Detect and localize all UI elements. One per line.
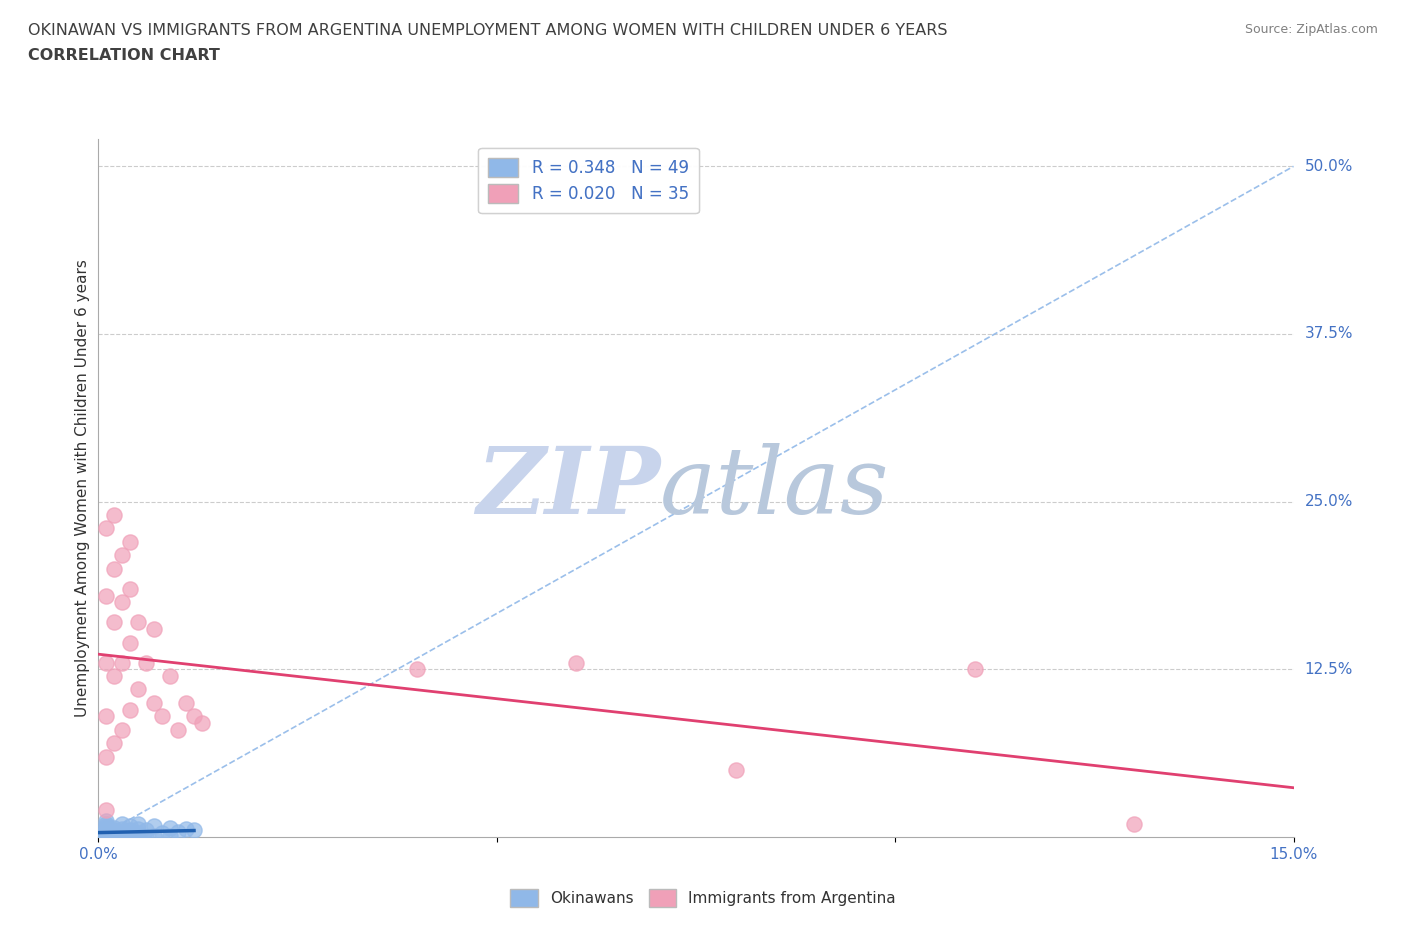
Point (150, 826, 173, 841)
Point (963, 662, 986, 677)
Point (103, 829, 125, 844)
Point (96, 823, 118, 838)
Point (96, 830, 118, 844)
Text: 50.0%: 50.0% (1305, 159, 1353, 174)
Point (159, 669, 181, 684)
Point (103, 736, 125, 751)
Point (96, 830, 118, 844)
Point (111, 655, 134, 670)
Point (103, 615, 125, 630)
Point (127, 682, 149, 697)
Point (96, 830, 118, 844)
Point (96, 588, 118, 603)
Point (120, 827, 142, 842)
Point (103, 827, 125, 842)
Point (96, 803, 118, 817)
Point (103, 669, 125, 684)
Point (96, 830, 118, 844)
Point (103, 508, 125, 523)
Point (135, 823, 157, 838)
Text: 37.5%: 37.5% (1305, 326, 1353, 341)
Point (96, 814, 118, 829)
Point (96, 830, 118, 844)
Point (127, 615, 149, 630)
Point (96, 829, 118, 844)
Point (96, 655, 118, 670)
Point (150, 709, 173, 724)
Point (143, 621, 166, 636)
Point (724, 763, 747, 777)
Text: Source: ZipAtlas.com: Source: ZipAtlas.com (1244, 23, 1378, 36)
Point (120, 823, 142, 838)
Point (111, 830, 134, 844)
Legend: R = 0.348   N = 49, R = 0.020   N = 35: R = 0.348 N = 49, R = 0.020 N = 35 (478, 148, 699, 213)
Point (96, 830, 118, 844)
Point (120, 535, 142, 550)
Point (406, 662, 429, 677)
Point (111, 827, 134, 842)
Point (111, 821, 134, 836)
Point (183, 823, 205, 838)
Legend: Okinawans, Immigrants from Argentina: Okinawans, Immigrants from Argentina (503, 884, 903, 913)
Point (96, 749, 118, 764)
Point (96, 817, 118, 831)
Point (120, 702, 142, 717)
Point (183, 709, 205, 724)
Point (96, 829, 118, 844)
Point (120, 581, 142, 596)
Point (1123, 817, 1146, 831)
Text: OKINAWAN VS IMMIGRANTS FROM ARGENTINA UNEMPLOYMENT AMONG WOMEN WITH CHILDREN UND: OKINAWAN VS IMMIGRANTS FROM ARGENTINA UN… (28, 23, 948, 38)
Point (167, 723, 190, 737)
Point (159, 820, 181, 835)
Point (111, 824, 134, 839)
Point (96, 823, 118, 838)
Point (143, 696, 166, 711)
Text: ZIP: ZIP (475, 444, 661, 533)
Point (96, 824, 118, 839)
Point (96, 709, 118, 724)
Point (127, 826, 149, 841)
Text: 25.0%: 25.0% (1305, 494, 1353, 509)
Point (103, 830, 125, 844)
Point (111, 817, 134, 831)
Point (103, 826, 125, 841)
Point (565, 655, 588, 670)
Point (96, 821, 118, 836)
Point (103, 820, 125, 835)
Point (111, 548, 134, 563)
Point (127, 821, 149, 836)
Point (96, 521, 118, 536)
Point (174, 821, 197, 836)
Point (103, 562, 125, 577)
Point (127, 830, 149, 844)
Point (96, 818, 118, 833)
Point (127, 817, 149, 831)
Text: atlas: atlas (661, 444, 890, 533)
Point (191, 715, 214, 730)
Point (167, 824, 190, 839)
Point (96, 826, 118, 841)
Text: CORRELATION CHART: CORRELATION CHART (28, 48, 219, 63)
Point (135, 830, 157, 844)
Point (111, 595, 134, 610)
Point (143, 829, 166, 844)
Point (96, 820, 118, 835)
Point (174, 696, 197, 711)
Point (96, 827, 118, 842)
Y-axis label: Unemployment Among Women with Children Under 6 years: Unemployment Among Women with Children U… (75, 259, 90, 717)
Point (120, 830, 142, 844)
Point (135, 655, 157, 670)
Text: 12.5%: 12.5% (1305, 662, 1353, 677)
Point (96, 824, 118, 839)
Point (143, 818, 166, 833)
Point (120, 635, 142, 650)
Point (159, 829, 181, 844)
Point (120, 818, 142, 833)
Point (103, 823, 125, 838)
Point (111, 723, 134, 737)
Point (96, 830, 118, 844)
